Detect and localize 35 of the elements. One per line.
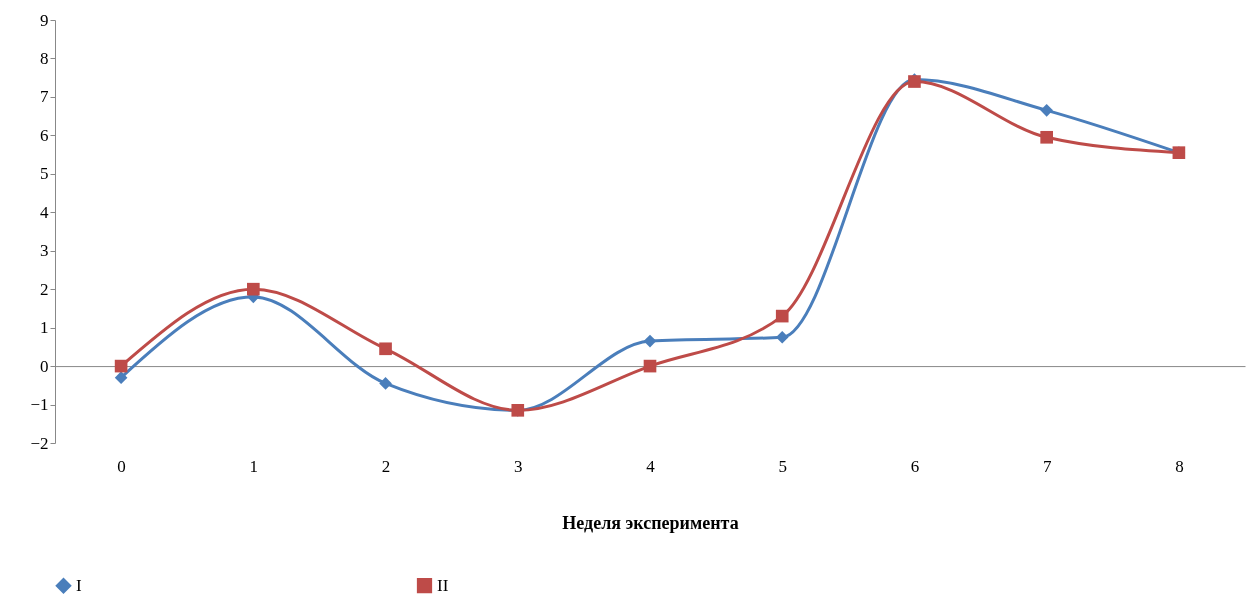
point — [379, 377, 392, 390]
point — [775, 330, 789, 344]
point — [643, 359, 657, 373]
y-tick-label: 6 — [40, 125, 49, 145]
x-tick-label: 3 — [514, 456, 523, 476]
point — [775, 309, 789, 323]
point — [1040, 130, 1053, 144]
x-tick-label: 7 — [1042, 456, 1052, 476]
point — [1040, 104, 1053, 117]
point — [379, 342, 392, 356]
point — [643, 334, 657, 348]
x-tick-label: 1 — [249, 456, 259, 476]
y-tick-label: 5 — [40, 164, 49, 184]
y-tick-label: 0 — [40, 356, 49, 376]
y-tick-label: 9 — [40, 10, 49, 30]
y-tick-label: 7 — [40, 87, 49, 107]
x-tick-label: 4 — [646, 456, 656, 476]
x-tick-label: 8 — [1175, 456, 1184, 476]
y-tick-label: −2 — [30, 433, 49, 453]
x-tick-label: 5 — [778, 456, 787, 476]
x-tick-label: 2 — [381, 456, 391, 476]
point — [114, 359, 128, 373]
x-tick-label: 0 — [117, 456, 126, 476]
y-tick-label: 3 — [40, 241, 49, 261]
legend-label: I — [76, 575, 82, 595]
x-axis-title: Неделя эксперимента — [562, 512, 739, 533]
y-tick-label: 4 — [40, 202, 49, 222]
x-tick-label: 6 — [910, 456, 920, 476]
y-tick-label: 2 — [40, 279, 49, 299]
y-tick-label: −1 — [30, 395, 49, 415]
y-tick-label: 1 — [40, 318, 49, 338]
point — [114, 371, 128, 384]
point — [247, 282, 260, 296]
y-tick-label: 8 — [40, 48, 49, 68]
legend-label: II — [437, 575, 449, 595]
